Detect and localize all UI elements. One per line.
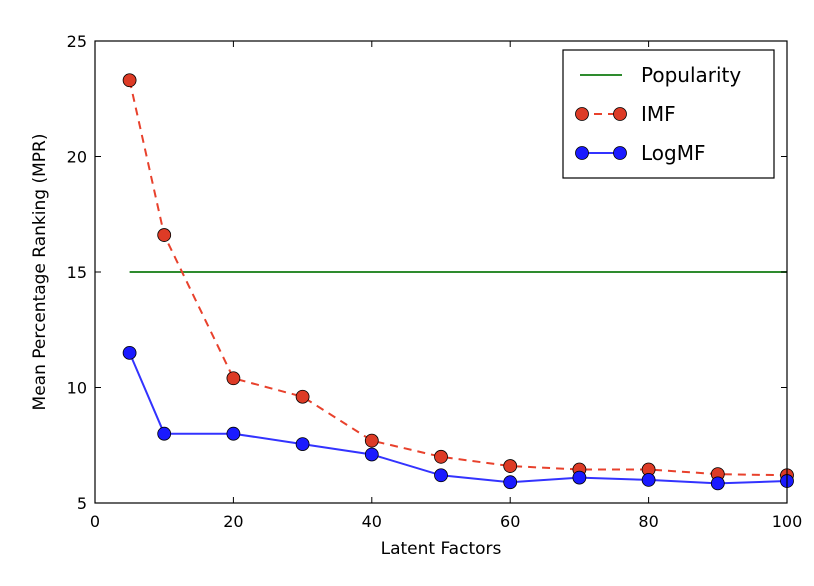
x-tick-label: 40 xyxy=(362,512,382,531)
series-layer xyxy=(122,73,794,491)
y-tick-label: 25 xyxy=(67,32,87,51)
data-point-logmf xyxy=(572,470,587,485)
data-point-logmf xyxy=(641,472,656,487)
data-point-imf xyxy=(364,433,379,448)
data-point-logmf xyxy=(710,476,725,491)
data-point-imf xyxy=(226,371,241,386)
legend-marker-imf xyxy=(613,107,627,121)
legend-label-logmf: LogMF xyxy=(641,141,705,165)
data-point-logmf xyxy=(503,475,518,490)
x-tick-label: 20 xyxy=(223,512,243,531)
data-point-logmf xyxy=(364,447,379,462)
data-point-imf xyxy=(434,449,448,464)
x-tick-label: 100 xyxy=(772,512,803,531)
x-tick-label: 60 xyxy=(500,512,520,531)
data-point-logmf xyxy=(434,468,448,483)
data-point-imf xyxy=(122,73,137,88)
y-tick-label: 5 xyxy=(77,494,87,513)
data-point-logmf xyxy=(295,437,310,451)
legend-label-imf: IMF xyxy=(641,102,676,126)
x-tick-label: 80 xyxy=(638,512,658,531)
data-point-logmf xyxy=(122,345,137,360)
series-logmf xyxy=(122,345,794,491)
data-point-imf xyxy=(503,459,518,473)
y-tick-label: 10 xyxy=(67,379,87,398)
data-point-imf xyxy=(157,228,172,242)
legend-marker-logmf xyxy=(575,146,589,160)
y-tick-label: 15 xyxy=(67,263,87,282)
legend-entry-popularity: Popularity xyxy=(580,63,741,87)
legend-label-popularity: Popularity xyxy=(641,63,741,87)
x-tick-labels: 0 20 40 60 80 100 xyxy=(90,512,802,531)
legend-entry-logmf: LogMF xyxy=(575,141,705,165)
x-tick-label: 0 xyxy=(90,512,100,531)
data-point-logmf xyxy=(226,426,241,441)
series-imf xyxy=(122,73,794,483)
legend-entry-imf: IMF xyxy=(575,102,676,126)
x-axis-label: Latent Factors xyxy=(381,539,502,559)
legend-marker-imf xyxy=(575,107,589,121)
series-line-logmf xyxy=(128,352,788,485)
y-tick-labels: 5 10 15 20 25 xyxy=(67,32,87,513)
legend: Popularity IMF LogMF xyxy=(562,49,775,179)
y-axis-label: Mean Percentage Ranking (MPR) xyxy=(30,134,50,411)
series-line-imf xyxy=(128,80,788,477)
data-point-logmf xyxy=(157,426,172,441)
data-point-imf xyxy=(295,389,310,404)
legend-marker-logmf xyxy=(613,146,627,160)
plot-frame xyxy=(94,40,788,504)
y-tick-label: 20 xyxy=(67,148,87,167)
